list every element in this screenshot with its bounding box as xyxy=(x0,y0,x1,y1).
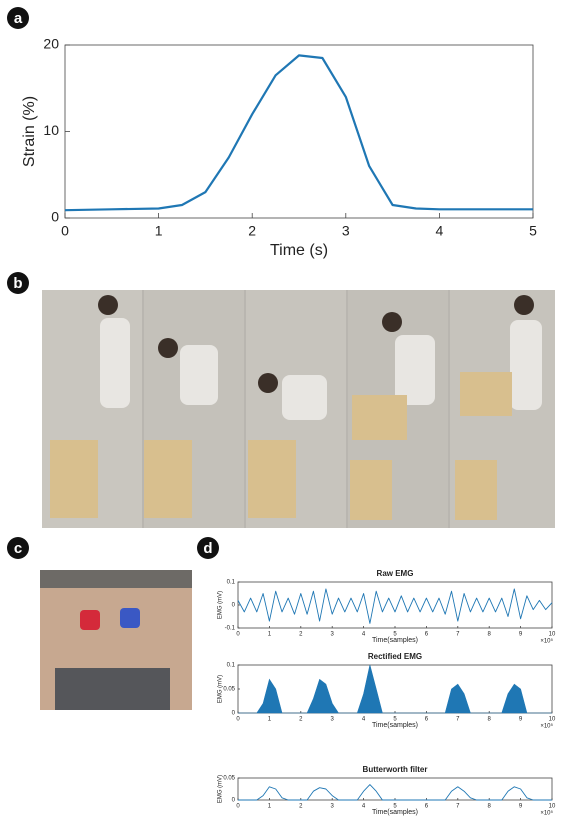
x-tick-label: 0 xyxy=(236,632,240,638)
y-tick-label: 0 xyxy=(232,798,236,804)
x-tick-label: 10 xyxy=(549,717,556,723)
box xyxy=(352,395,407,440)
electrode xyxy=(120,608,140,628)
x-tick-label: 2 xyxy=(248,223,256,239)
x-tick-label: 0 xyxy=(236,804,240,810)
x-tick-label: 9 xyxy=(519,804,523,810)
x-tick-label: 8 xyxy=(488,804,492,810)
chart-title: Butterworth filter xyxy=(363,765,428,774)
x-tick-label: 2 xyxy=(299,717,303,723)
x-tick-label: 4 xyxy=(362,632,366,638)
y-axis-label: EMG (mV) xyxy=(218,775,224,803)
person-head xyxy=(98,295,118,315)
x-tick-label: 6 xyxy=(425,804,429,810)
x-tick-label: 10 xyxy=(549,804,556,810)
person-body xyxy=(395,335,435,405)
person-body xyxy=(282,375,327,420)
x-tick-label: 7 xyxy=(456,632,460,638)
x-tick-label: 0 xyxy=(61,223,69,239)
x-tick-label: 1 xyxy=(155,223,163,239)
x-multiplier: ×10⁵ xyxy=(540,723,553,730)
y-tick-label: 0.1 xyxy=(227,580,236,586)
x-multiplier: ×10⁵ xyxy=(540,638,553,645)
x-tick-label: 4 xyxy=(436,223,444,239)
panel-label: d xyxy=(203,540,212,557)
y-tick-label: 0.05 xyxy=(223,687,235,693)
x-tick-label: 3 xyxy=(331,804,335,810)
y-tick-label: -0.1 xyxy=(225,626,236,632)
figure: abcd01234501020Time (s)Strain (%)0123456… xyxy=(0,0,564,823)
y-tick-label: 0 xyxy=(232,711,236,717)
x-axis-label: Time (s) xyxy=(270,242,328,259)
y-tick-label: 0.1 xyxy=(227,663,236,669)
box xyxy=(248,440,296,518)
x-tick-label: 2 xyxy=(299,804,303,810)
person-head xyxy=(158,338,178,358)
y-tick-label: 0.05 xyxy=(223,776,235,782)
trousers xyxy=(55,668,170,710)
panel-label: c xyxy=(14,540,22,557)
electrode xyxy=(80,610,100,630)
data-line xyxy=(238,785,552,800)
x-tick-label: 2 xyxy=(299,632,303,638)
x-tick-label: 1 xyxy=(268,717,272,723)
person-head xyxy=(514,295,534,315)
x-tick-label: 4 xyxy=(362,717,366,723)
x-tick-label: 1 xyxy=(268,804,272,810)
x-axis-label: Time(samples) xyxy=(372,637,418,644)
plot-frame xyxy=(65,45,533,218)
data-area xyxy=(238,665,552,713)
person-body xyxy=(510,320,542,410)
person-head xyxy=(382,312,402,332)
plot-frame xyxy=(238,778,552,800)
x-tick-label: 4 xyxy=(362,804,366,810)
back-photo xyxy=(40,570,192,710)
photo-background xyxy=(40,570,192,588)
panel-label: b xyxy=(13,275,22,292)
person-body xyxy=(180,345,218,405)
box xyxy=(350,460,392,520)
box xyxy=(455,460,497,520)
x-tick-label: 10 xyxy=(549,632,556,638)
x-axis-label: Time(samples) xyxy=(372,809,418,816)
chart-title: Rectified EMG xyxy=(368,652,422,661)
x-axis-label: Time(samples) xyxy=(372,722,418,729)
box xyxy=(50,440,98,518)
x-multiplier: ×10⁵ xyxy=(540,810,553,817)
x-tick-label: 9 xyxy=(519,717,523,723)
y-axis-label: EMG (mV) xyxy=(218,591,224,619)
y-tick-label: 0 xyxy=(232,603,236,609)
x-tick-label: 9 xyxy=(519,632,523,638)
x-tick-label: 8 xyxy=(488,632,492,638)
chart-title: Raw EMG xyxy=(377,569,414,578)
x-tick-label: 6 xyxy=(425,717,429,723)
panel-label: a xyxy=(14,10,23,27)
x-tick-label: 7 xyxy=(456,717,460,723)
x-tick-label: 0 xyxy=(236,717,240,723)
photo-strip xyxy=(42,290,555,528)
y-tick-label: 20 xyxy=(43,36,59,52)
y-axis-label: EMG (mV) xyxy=(218,675,224,703)
box xyxy=(460,372,512,416)
box xyxy=(144,440,192,518)
x-tick-label: 7 xyxy=(456,804,460,810)
person-body xyxy=(100,318,130,408)
y-tick-label: 10 xyxy=(43,122,59,138)
x-tick-label: 6 xyxy=(425,632,429,638)
x-tick-label: 5 xyxy=(529,223,537,239)
x-tick-label: 1 xyxy=(268,632,272,638)
y-tick-label: 0 xyxy=(51,209,59,225)
person-head xyxy=(258,373,278,393)
x-tick-label: 3 xyxy=(342,223,350,239)
x-tick-label: 3 xyxy=(331,632,335,638)
data-line xyxy=(65,55,533,210)
data-line xyxy=(238,589,552,624)
x-tick-label: 8 xyxy=(488,717,492,723)
y-axis-label: Strain (%) xyxy=(21,96,38,167)
x-tick-label: 3 xyxy=(331,717,335,723)
